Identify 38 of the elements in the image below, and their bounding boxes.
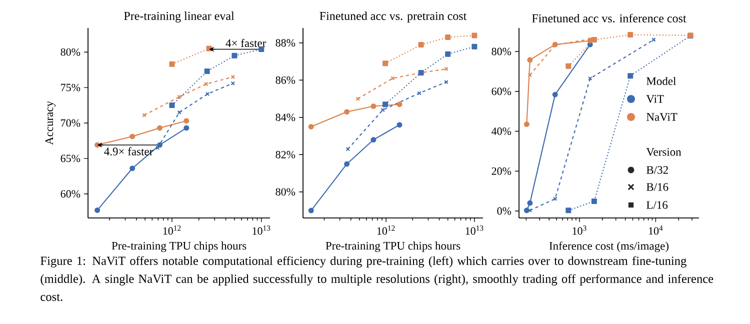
x-tick-label: 10$^{12}$	[163, 226, 181, 235]
chart-title: Finetuned acc vs. pretrain cost	[320, 12, 467, 22]
y-tick-label: 86%	[276, 76, 296, 84]
x-tick-label: 10$^{12}$	[377, 226, 395, 235]
y-tick-label: 70%	[61, 119, 80, 127]
y-tick-label: 80%	[60, 48, 80, 56]
y-tick-label: 0%	[497, 207, 512, 215]
annotation: L/16	[646, 201, 668, 209]
x-axis-title: Pre-training TPU chips hours	[112, 242, 246, 252]
caption: Figure 1: NaViT offers notable computational efficiency during pre-training (left) which carries over to downstream fine-tuning (middle). A single NaViT can be applied successfully to multiple resolutions (right), smoothly trading off performance and inference cost.	[40, 256, 714, 302]
x-tick-label: 10$^{13}$	[466, 226, 484, 235]
annotation: ViT	[646, 95, 664, 103]
y-tick-label: 80%	[492, 48, 512, 56]
x-tick-label: 10$^{13}$	[252, 226, 270, 235]
annotation: B/32	[646, 166, 668, 174]
chart-title: Pre-training linear eval	[124, 12, 234, 22]
chart-title: Finetuned acc vs. inference cost	[532, 14, 686, 22]
y-tick-label: 40%	[492, 128, 512, 135]
y-tick-label: 20%	[492, 167, 512, 175]
y-tick-label: 80%	[276, 188, 296, 196]
annotation: 4.9× faster	[104, 147, 154, 156]
x-tick-label: 10$^{4}$	[648, 226, 663, 235]
y-tick-label: 84%	[276, 114, 296, 122]
y-axis-title: Accuracy	[45, 101, 56, 145]
annotation: Model	[646, 76, 676, 86]
y-tick-label: 82%	[276, 150, 296, 158]
y-tick-label: 88%	[276, 39, 296, 47]
x-tick-label: 10$^{3}$	[572, 226, 586, 235]
x-axis-title: Inference cost (ms/image)	[549, 242, 669, 252]
y-tick-label: 60%	[492, 88, 512, 96]
y-tick-label: 75%	[61, 84, 80, 92]
y-tick-label: 65%	[60, 154, 80, 162]
annotation: Version	[646, 148, 682, 156]
x-axis-title: Pre-training TPU chips hours	[326, 242, 460, 252]
annotation: NaViT	[646, 113, 678, 121]
y-tick-label: 60%	[60, 190, 80, 198]
annotation: B/16	[646, 183, 668, 191]
annotation: 4× faster	[226, 38, 266, 48]
